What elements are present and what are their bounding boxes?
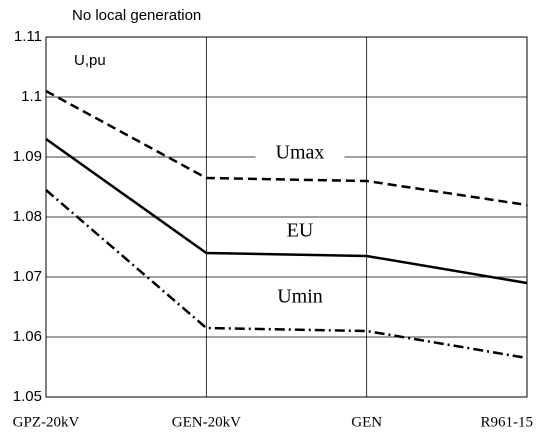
label-background — [266, 217, 334, 244]
series-label: Umax — [276, 142, 325, 164]
y-tick-label: 1.07 — [13, 268, 42, 285]
x-tick-label: GEN-20kV — [172, 414, 241, 430]
y-tick-label: 1.11 — [14, 28, 42, 45]
y-tick-label: 1.09 — [13, 148, 42, 165]
label-background — [255, 139, 345, 166]
y-tick-label: 1.05 — [13, 388, 42, 405]
y-tick-label: 1.06 — [13, 328, 42, 345]
label-background — [257, 283, 343, 310]
series-line — [45, 189, 528, 360]
y-tick-label: 1.08 — [13, 208, 42, 225]
series-line — [45, 89, 528, 207]
plot-frame — [45, 36, 528, 398]
x-tick-label: R961-15 — [481, 414, 534, 430]
chart-title: No local generation — [72, 7, 201, 24]
series-line — [45, 137, 528, 285]
y-tick-label: 1.1 — [21, 88, 42, 105]
x-tick-label: GEN — [351, 414, 382, 430]
x-tick-label: GPZ-20kV — [13, 414, 80, 430]
series-label: Umin — [277, 286, 323, 308]
y-axis-label: U,pu — [74, 52, 106, 69]
series-label: EU — [287, 220, 314, 242]
